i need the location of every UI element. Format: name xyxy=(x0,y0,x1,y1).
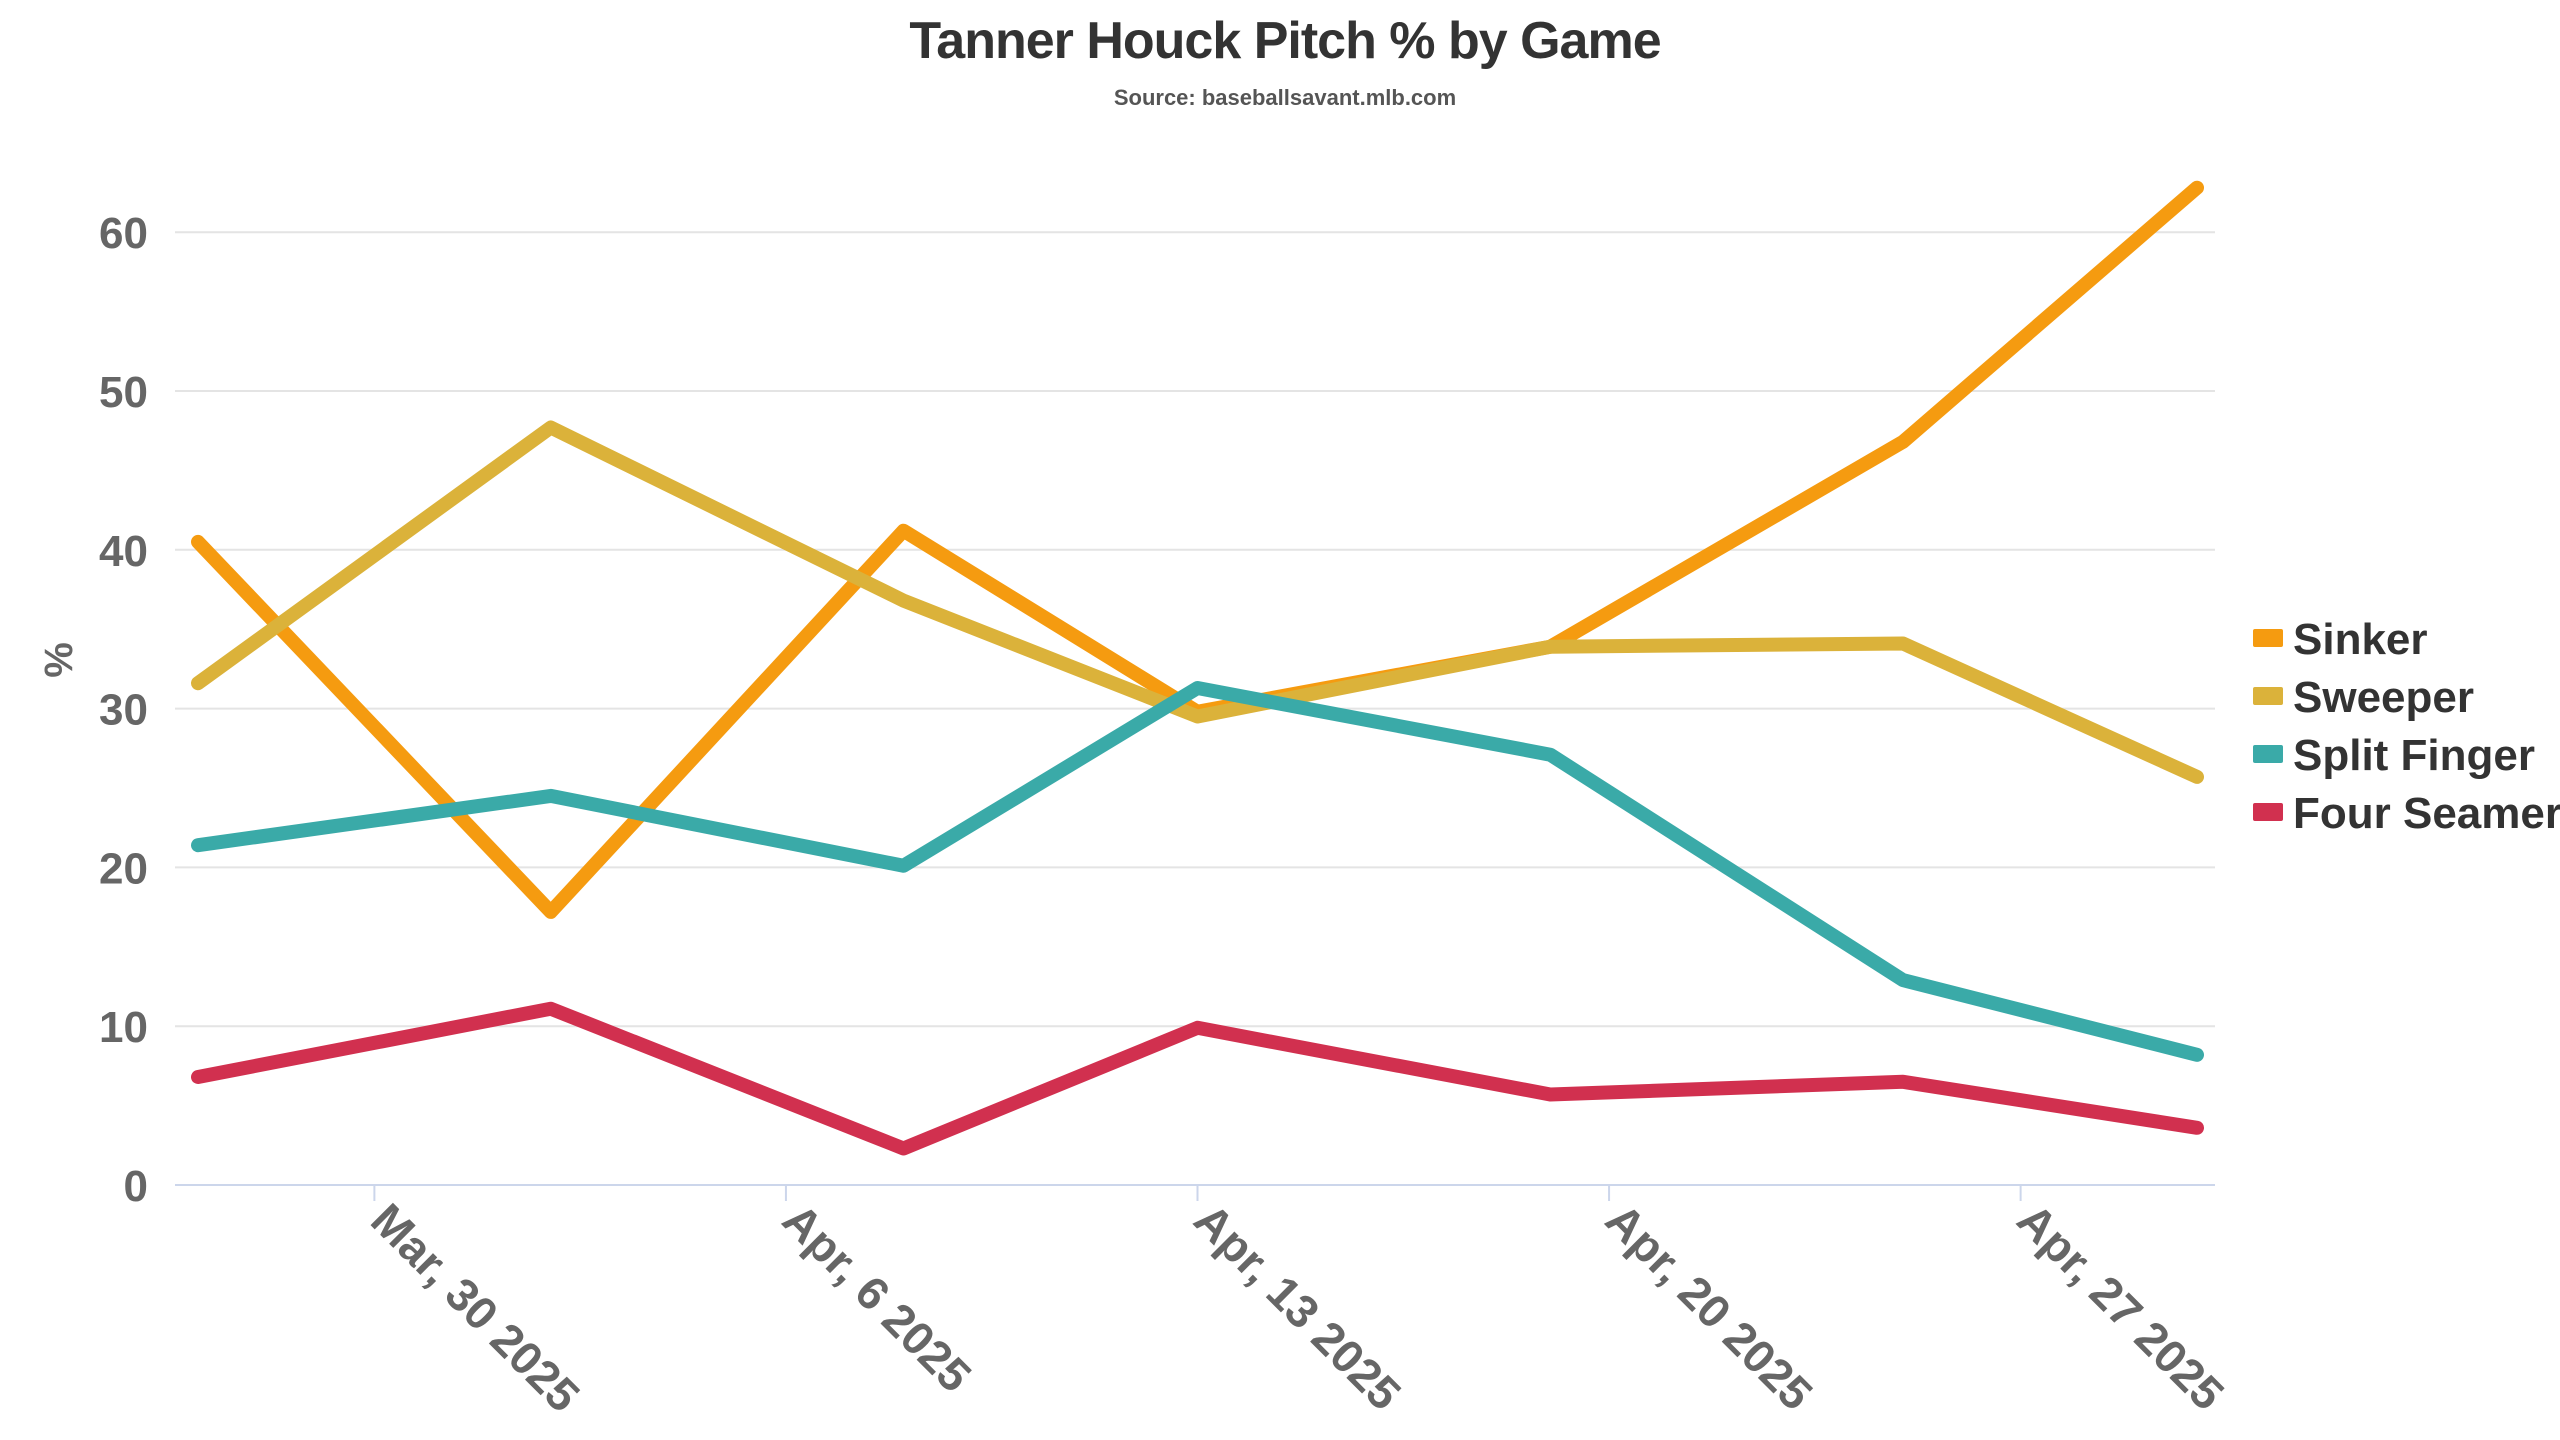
chart-title: Tanner Houck Pitch % by Game xyxy=(909,12,1660,70)
gridlines xyxy=(175,231,2215,1028)
legend-item-four-seamer[interactable]: Four Seamer xyxy=(2253,789,2560,838)
legend-label: Sinker xyxy=(2293,615,2428,664)
x-tick-label: Apr, 13 2025 xyxy=(1184,1193,1411,1420)
series-lines xyxy=(191,180,2204,1156)
chart-subtitle: Source: baseballsavant.mlb.com xyxy=(1114,85,1456,110)
legend-label: Four Seamer xyxy=(2293,789,2560,838)
legend-swatch xyxy=(2253,745,2283,763)
legend-swatch xyxy=(2253,687,2283,705)
y-tick-label: 60 xyxy=(99,209,148,258)
legend-label: Sweeper xyxy=(2293,673,2474,722)
x-tick-label: Apr, 6 2025 xyxy=(773,1193,982,1402)
legend-swatch xyxy=(2253,629,2283,647)
series-line-four-seamer xyxy=(191,1001,2204,1156)
y-tick-label: 50 xyxy=(99,368,148,417)
y-tick-label: 0 xyxy=(124,1162,148,1211)
x-tick-label: Apr, 27 2025 xyxy=(2008,1193,2235,1420)
y-tick-label: 20 xyxy=(99,844,148,893)
series-line-sweeper xyxy=(191,420,2204,784)
legend-item-sinker[interactable]: Sinker xyxy=(2253,615,2428,664)
legend-item-sweeper[interactable]: Sweeper xyxy=(2253,673,2474,722)
y-tick-label: 40 xyxy=(99,527,148,576)
legend-swatch xyxy=(2253,803,2283,821)
legend[interactable]: Sinker Sweeper Split Finger Four Seamer xyxy=(2253,615,2560,838)
y-tick-label: 10 xyxy=(99,1003,148,1052)
series-line-split-finger xyxy=(191,681,2204,1062)
legend-item-split-finger[interactable]: Split Finger xyxy=(2253,731,2535,780)
x-tick-label: Mar, 30 2025 xyxy=(361,1193,589,1421)
y-axis-label: % xyxy=(37,642,81,678)
x-tick-label: Apr, 20 2025 xyxy=(1596,1193,1823,1420)
y-tick-label: 30 xyxy=(99,686,148,735)
legend-label: Split Finger xyxy=(2293,731,2535,780)
